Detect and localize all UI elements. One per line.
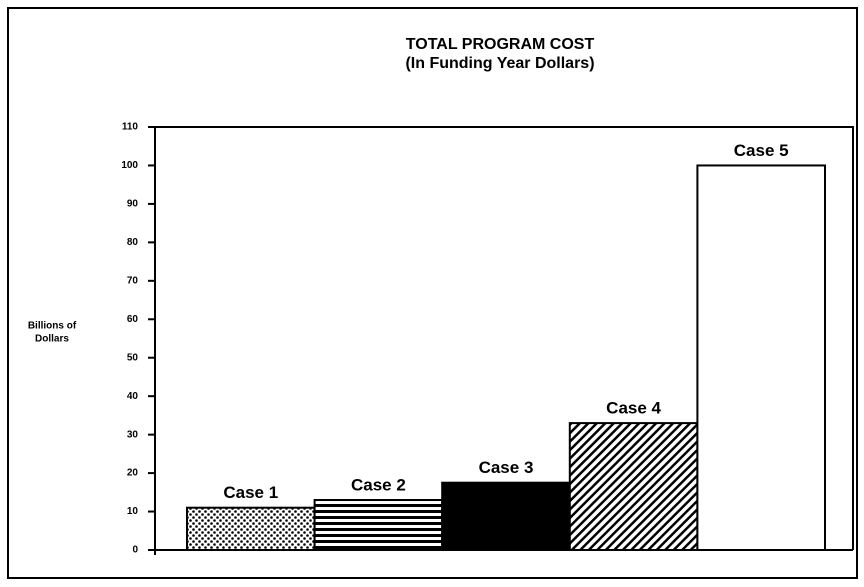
y-tick-label: 110 — [122, 122, 139, 133]
y-tick-label: 30 — [127, 429, 139, 440]
y-axis-label: Billions of — [28, 321, 77, 332]
chart-title: TOTAL PROGRAM COST — [406, 36, 595, 53]
y-tick-label: 100 — [121, 160, 138, 171]
bar-label: Case 2 — [351, 475, 406, 494]
y-tick-label: 20 — [127, 468, 139, 479]
y-tick-label: 0 — [132, 545, 138, 556]
bar — [568, 422, 699, 552]
y-tick-label: 90 — [127, 199, 139, 210]
y-tick-label: 10 — [127, 506, 139, 517]
y-tick-label: 40 — [127, 391, 139, 402]
y-tick-label: 50 — [127, 352, 139, 363]
y-tick-label: 60 — [127, 314, 139, 325]
bar-label: Case 4 — [606, 399, 661, 418]
frame — [7, 7, 858, 579]
y-tick-label: 70 — [127, 275, 139, 286]
y-tick-label: 80 — [127, 237, 139, 248]
chart-subtitle: (In Funding Year Dollars) — [405, 55, 594, 72]
bar — [313, 499, 444, 552]
bar — [696, 164, 827, 551]
bar-label: Case 3 — [479, 458, 534, 477]
bar-label: Case 5 — [734, 141, 789, 160]
bar-label: Case 1 — [223, 483, 278, 502]
bar — [186, 506, 316, 552]
y-axis-label: Dollars — [35, 334, 69, 345]
plot-frame — [155, 126, 854, 550]
bar — [441, 481, 571, 552]
